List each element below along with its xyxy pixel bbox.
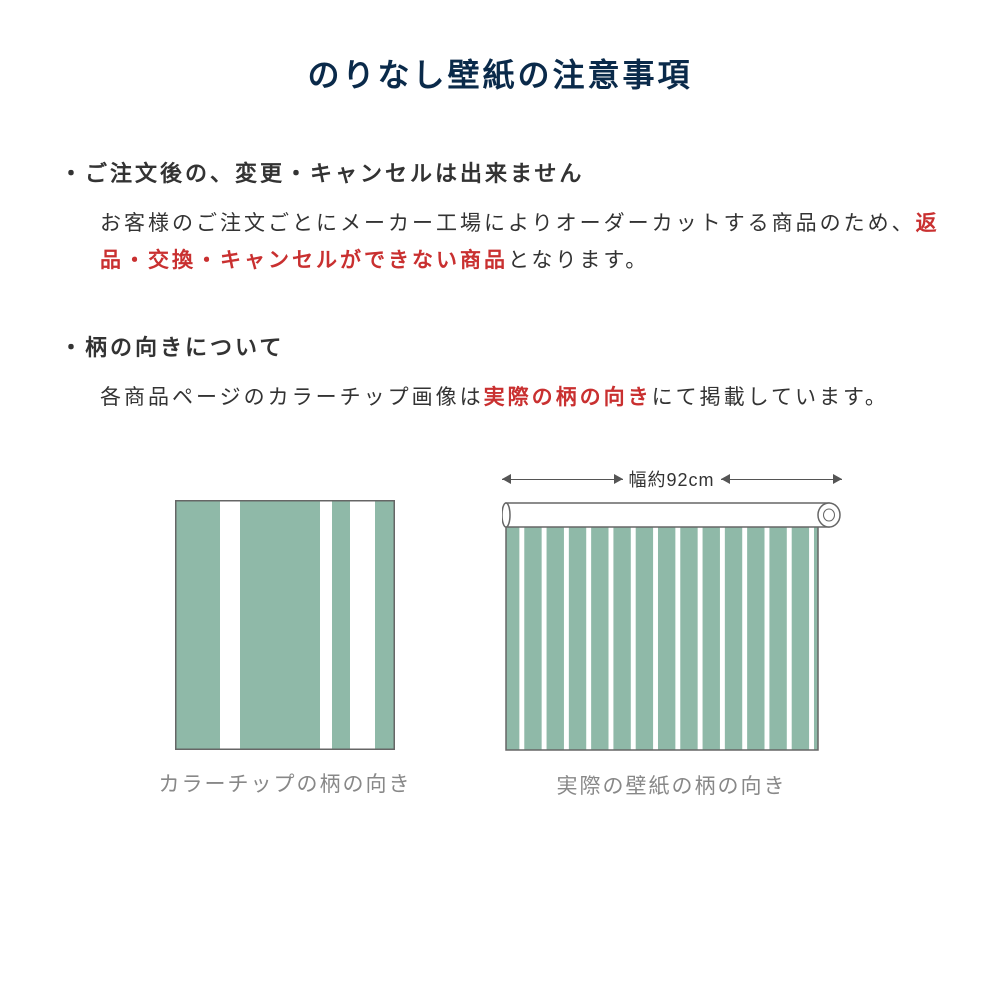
chip-caption: カラーチップの柄の向き [159,768,412,798]
page-title: のりなし壁紙の注意事項 [60,50,940,96]
arrow-right [721,479,842,481]
section2-body: 各商品ページのカラーチップ画像は実際の柄の向きにて掲載しています。 [60,380,940,417]
section2-text-after: にて掲載しています。 [652,386,889,409]
section1-text-after: となります。 [508,249,649,272]
section1-body: お客様のご注文ごとにメーカー工場によりオーダーカットする商品のため、返品・交換・… [60,206,940,280]
section-cancel-policy: ・ご注文後の、変更・キャンセルは出来ません お客様のご注文ごとにメーカー工場によ… [60,156,940,280]
diagrams-row: カラーチップの柄の向き 幅約92cm 実際の壁紙の柄の向き [60,466,940,800]
section-pattern-direction: ・柄の向きについて 各商品ページのカラーチップ画像は実際の柄の向きにて掲載してい… [60,330,940,417]
section2-text-before: 各商品ページのカラーチップ画像は [100,386,484,409]
color-chip-illustration [175,500,395,750]
chip-diagram-group: カラーチップの柄の向き [159,466,412,800]
arrow-left [502,479,623,481]
section1-header: ・ご注文後の、変更・キャンセルは出来ません [60,156,940,188]
roll-diagram-group: 幅約92cm 実際の壁紙の柄の向き [502,466,842,800]
section2-highlight: 実際の柄の向き [484,386,652,409]
roll-caption: 実際の壁紙の柄の向き [557,770,787,800]
width-indicator: 幅約92cm [502,466,842,492]
width-label: 幅約92cm [629,466,715,492]
wallpaper-roll-illustration [502,502,842,752]
section1-text-before: お客様のご注文ごとにメーカー工場によりオーダーカットする商品のため、 [100,212,916,235]
section2-header: ・柄の向きについて [60,330,940,362]
